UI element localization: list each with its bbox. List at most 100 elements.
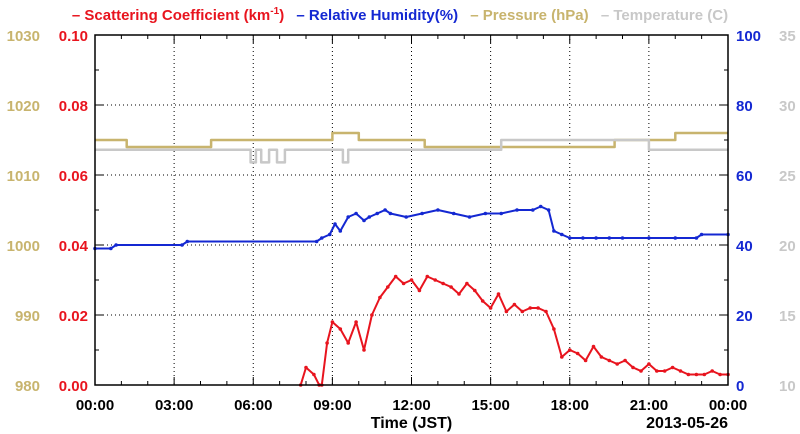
y-tick-label-pressure: 1000 — [7, 238, 40, 255]
y-tick-label-temperature: 30 — [779, 98, 796, 115]
data-point-scattering — [465, 281, 469, 286]
x-axis-title: Time (JST) — [371, 415, 453, 432]
data-point-rh — [483, 211, 488, 216]
data-point-scattering — [686, 372, 691, 377]
data-point-scattering — [568, 348, 572, 352]
legend-scattering-label: Scattering Coefficient (km — [84, 7, 271, 24]
x-tick-label: 12:00 — [392, 397, 430, 414]
data-point-rh — [499, 211, 504, 216]
data-point-rh — [338, 229, 343, 233]
x-tick-label: 15:00 — [471, 397, 509, 414]
legend-scattering-suffix: ) — [279, 7, 285, 24]
data-point-rh — [451, 211, 456, 216]
data-point-scattering — [496, 292, 501, 296]
data-point-scattering — [536, 306, 540, 310]
data-point-rh — [560, 232, 564, 237]
series-line-temperature — [95, 138, 728, 164]
x-tick-label: 21:00 — [630, 397, 668, 414]
data-point-scattering — [702, 372, 707, 377]
data-point-rh — [552, 229, 556, 233]
y-tick-label-pressure: 1010 — [7, 168, 40, 185]
y-tick-label-scattering: 0.10 — [59, 28, 88, 45]
data-point-scattering — [325, 341, 329, 345]
data-point-scattering — [623, 358, 627, 363]
data-point-scattering — [599, 355, 604, 359]
data-point-scattering — [591, 344, 596, 349]
y-tick-label-temperature: 10 — [779, 378, 796, 395]
data-point-scattering — [449, 285, 453, 289]
data-point-scattering — [678, 369, 683, 373]
data-point-scattering — [346, 341, 351, 345]
data-point-scattering — [615, 362, 619, 366]
legend-pressure-label: Pressure (hPa) — [482, 7, 589, 24]
y-tick-label-rh: 60 — [736, 168, 753, 185]
data-point-scattering — [520, 309, 525, 314]
data-point-scattering — [631, 365, 635, 370]
x-tick-label: 09:00 — [313, 397, 351, 414]
legend-scattering-sup: -1 — [270, 6, 280, 17]
data-point-rh — [362, 218, 366, 223]
legend-dash: – — [71, 7, 81, 24]
legend-pressure: – Pressure (hPa) — [470, 7, 588, 24]
data-point-scattering — [560, 355, 564, 359]
data-point-scattering — [378, 295, 382, 300]
data-point-scattering — [370, 313, 374, 317]
legend-scattering: – Scattering Coefficient (km-1) — [71, 6, 285, 24]
data-point-scattering — [544, 309, 548, 314]
data-point-scattering — [312, 372, 316, 377]
data-point-rh — [388, 211, 393, 216]
data-point-scattering — [441, 281, 445, 286]
data-point-scattering — [488, 306, 493, 310]
chart-legend: – Scattering Coefficient (km-1) – Relati… — [0, 6, 800, 24]
data-point-rh — [354, 211, 358, 216]
data-point-scattering — [386, 285, 390, 289]
data-point-rh — [383, 208, 387, 212]
data-point-rh — [673, 236, 678, 240]
x-tick-label: 00:00 — [76, 397, 114, 414]
data-point-rh — [320, 236, 324, 240]
data-point-scattering — [480, 299, 485, 303]
legend-dash: – — [600, 7, 610, 24]
data-point-scattering — [393, 274, 398, 279]
x-tick-label: 03:00 — [155, 397, 193, 414]
y-tick-label-scattering: 0.02 — [59, 308, 88, 325]
data-point-rh — [375, 211, 380, 216]
data-point-scattering — [639, 369, 643, 373]
data-point-scattering — [670, 365, 675, 370]
data-point-rh — [594, 236, 598, 240]
y-tick-label-scattering: 0.06 — [59, 168, 88, 185]
data-point-rh — [647, 236, 651, 240]
legend-temperature: – Temperature (C) — [601, 7, 728, 24]
data-point-rh — [699, 232, 704, 237]
y-tick-label-rh: 80 — [736, 98, 753, 115]
x-tick-label: 06:00 — [234, 397, 272, 414]
data-point-scattering — [304, 365, 308, 370]
y-tick-label-pressure: 1020 — [7, 98, 40, 115]
data-point-scattering — [583, 358, 588, 363]
date-label: 2013-05-26 — [646, 415, 728, 432]
y-tick-label-temperature: 20 — [779, 238, 796, 255]
y-tick-label-scattering: 0.04 — [59, 238, 89, 255]
data-point-scattering — [512, 302, 517, 307]
data-point-rh — [546, 208, 551, 212]
legend-rh-label: Relative Humidity(%) — [308, 7, 459, 24]
legend-dash: – — [296, 7, 305, 24]
data-point-scattering — [528, 306, 532, 310]
series-line-scattering — [299, 275, 728, 386]
data-point-scattering — [330, 320, 335, 324]
data-point-rh — [109, 246, 113, 251]
y-tick-label-scattering: 0.00 — [59, 378, 88, 395]
data-point-scattering — [354, 320, 358, 324]
data-point-scattering — [710, 369, 714, 373]
y-tick-label-pressure: 990 — [15, 308, 40, 325]
data-point-rh — [515, 208, 519, 212]
data-point-rh — [581, 236, 585, 240]
y-tick-label-temperature: 35 — [779, 28, 796, 45]
data-point-rh — [327, 232, 332, 237]
y-tick-label-rh: 40 — [736, 238, 753, 255]
data-point-scattering — [575, 351, 580, 356]
legend-rh: – Relative Humidity(%) — [296, 7, 458, 24]
data-point-scattering — [409, 278, 414, 282]
data-point-scattering — [647, 362, 651, 366]
data-point-scattering — [662, 369, 667, 373]
